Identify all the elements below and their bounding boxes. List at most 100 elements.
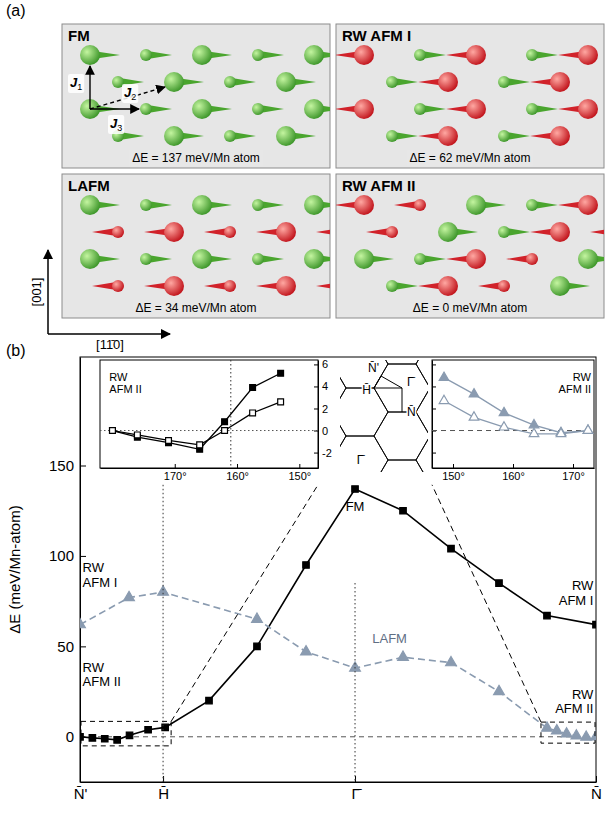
data-point [278, 399, 284, 405]
atom [466, 45, 486, 65]
label-patch [68, 74, 84, 93]
atom [252, 103, 264, 115]
structure-panel: RW AFM IIΔE = 0 meV/Mn atom [334, 174, 610, 318]
data-point [222, 428, 228, 434]
zoom-connector [171, 485, 318, 722]
direction-label: [11̄0] [96, 337, 124, 352]
atom [192, 99, 212, 119]
structure-panel: RW AFM IΔE = 62 meV/Mn atom [334, 24, 610, 168]
annotation: RWAFM II [83, 660, 121, 689]
data-point [561, 728, 572, 737]
y-tick [432, 364, 436, 365]
label-patch [122, 84, 138, 103]
data-point [254, 643, 260, 649]
zone-point-label: N̄' [368, 361, 379, 375]
data-point [499, 422, 509, 430]
irreducible-wedge [374, 376, 402, 412]
label-patch [406, 150, 533, 166]
zone-point-label: N̄ [407, 405, 416, 419]
atom [224, 226, 236, 238]
x-tick: 160° [226, 464, 249, 482]
atom [140, 199, 152, 211]
x-tick-mark [513, 464, 514, 468]
data-point [494, 685, 505, 694]
data-point [250, 385, 256, 391]
y-tick-mark [314, 453, 318, 454]
y-tick: 4 [314, 380, 328, 392]
atom [438, 222, 458, 242]
label-patch [129, 150, 263, 166]
data-point [583, 425, 593, 433]
x-tick: H̄ [158, 776, 169, 802]
atom [140, 253, 152, 265]
data-point [206, 697, 212, 703]
zone-boundary [416, 436, 428, 472]
plot-frame [100, 360, 318, 468]
atom [386, 130, 398, 142]
x-tick-label: 170° [164, 470, 187, 482]
x-tick-label: 150° [288, 470, 311, 482]
annotation-line: AFM II [559, 383, 591, 395]
data-point [446, 656, 457, 665]
annotation-line: RW [572, 687, 594, 702]
direction-label: [001] [29, 278, 44, 307]
atom [80, 195, 100, 215]
data-point [301, 646, 312, 655]
direction-arrow [48, 333, 170, 335]
x-tick-mark [299, 464, 300, 468]
data-point [110, 428, 116, 434]
atom [498, 130, 510, 142]
structure-panel: FMΔE = 137 meV/Mn atom [62, 24, 368, 168]
x-tick-mark [175, 464, 176, 468]
atom [252, 49, 264, 61]
data-point [252, 613, 263, 622]
grid-line [163, 485, 164, 782]
atom [304, 195, 324, 215]
brillouin-zone: N̄'H̄Γ̄N̄Γ̄ [290, 268, 472, 580]
data-point [544, 612, 550, 618]
atom [578, 195, 598, 215]
zone-point-label: Γ̄ [407, 375, 416, 389]
annotation-line: RW [83, 560, 105, 575]
atom [498, 76, 510, 88]
label-patch [410, 300, 530, 316]
series-line [112, 402, 280, 445]
x-tick-label: Γ̄ [351, 785, 361, 802]
zone-boundary [340, 436, 388, 472]
annotation-line: RW [572, 578, 594, 593]
y-tick-mark [432, 453, 436, 454]
zone-lines [340, 360, 428, 472]
y-tick-mark [432, 364, 436, 365]
exchange-label-index: 3 [117, 123, 122, 133]
y-tick-label: 100 [49, 547, 74, 564]
data-point [303, 562, 309, 568]
energy-label: ΔE = 62 meV/Mn atom [409, 151, 530, 165]
atom [252, 199, 264, 211]
structure-panel: LAFMΔE = 34 meV/Mn atom [62, 174, 348, 318]
energy-label: ΔE = 0 meV/Mn atom [413, 301, 527, 315]
data-point [398, 651, 409, 660]
atom [550, 126, 570, 146]
x-tick: Γ̄ [351, 776, 361, 802]
y-axis [432, 361, 436, 469]
atoms [336, 45, 604, 146]
spin-arrow [590, 228, 604, 236]
data-point [469, 389, 479, 397]
y-tick: 6 [314, 358, 328, 370]
zone-boundary [340, 412, 346, 460]
x-axis: 150°160°170° [433, 464, 595, 482]
atom [112, 280, 124, 292]
y-tick: 50 [57, 638, 86, 655]
y-tick-mark [314, 386, 318, 387]
figure: (a)(b)FMΔE = 137 meV/Mn atomRW AFM IΔE =… [0, 0, 610, 822]
y-tick-label: 0 [66, 728, 74, 745]
x-tick-mark [596, 776, 597, 782]
y-tick: 2 [314, 403, 328, 415]
energy-label: ΔE = 137 meV/Mn atom [132, 151, 260, 165]
x-tick-label: 160° [502, 470, 525, 482]
atom [192, 45, 212, 65]
atom [498, 226, 510, 238]
y-axis-line [318, 361, 319, 469]
data-point [80, 734, 83, 740]
exchange-label-index: 1 [77, 82, 82, 92]
